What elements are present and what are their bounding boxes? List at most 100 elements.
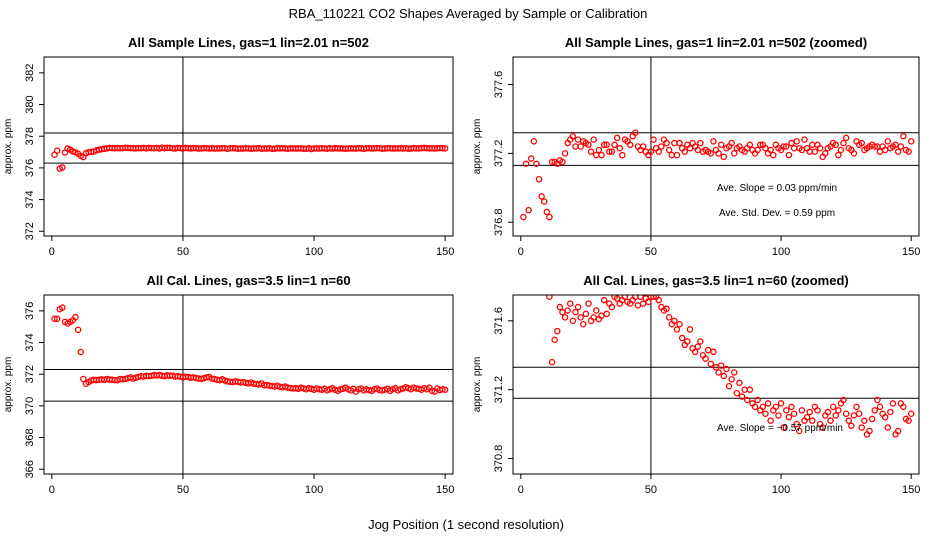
data-point (730, 150, 738, 157)
data-point (53, 147, 61, 154)
data-point (783, 407, 790, 414)
data-point (806, 408, 813, 416)
data-point (606, 148, 613, 155)
panel-title: All Cal. Lines, gas=3.5 lin=1 n=60 (zoom… (583, 273, 849, 288)
data-point (764, 400, 772, 407)
data-point (665, 146, 673, 154)
y-axis-label: approx. ppm (472, 119, 483, 175)
data-point (590, 136, 597, 143)
plot-frame (43, 294, 454, 475)
data-point (775, 412, 782, 419)
data-point (754, 396, 761, 404)
data-point (684, 338, 691, 345)
data-point (728, 139, 735, 147)
data-point (59, 164, 66, 171)
x-tick-label: 0 (518, 246, 524, 258)
data-point (608, 148, 616, 155)
data-point (803, 413, 811, 421)
data-point (686, 326, 694, 333)
data-point (905, 148, 912, 155)
data-point (796, 427, 803, 435)
data-point (530, 138, 538, 145)
data-point (751, 403, 759, 411)
data-point (835, 407, 842, 414)
data-point (678, 334, 686, 342)
data-point (871, 143, 879, 150)
data-point (650, 136, 657, 143)
data-point (621, 295, 629, 300)
series-points (546, 295, 915, 438)
panels: All Sample Lines, gas=1 lin=2.01 n=502 ap… (3, 35, 920, 496)
data-point (632, 129, 639, 136)
data-point (788, 139, 795, 147)
plot-frame (43, 56, 454, 237)
y-tick-label: 370 (24, 397, 36, 415)
data-point (51, 315, 58, 323)
data-point (663, 139, 670, 147)
data-point (520, 213, 527, 221)
data-point (574, 136, 582, 143)
data-point (645, 298, 652, 306)
data-point (816, 144, 824, 152)
data-point (585, 300, 592, 307)
data-point (600, 141, 608, 149)
data-point (676, 139, 683, 147)
data-point (671, 139, 678, 147)
data-point (835, 151, 842, 159)
data-point (767, 146, 774, 154)
data-point (759, 403, 767, 411)
data-point (598, 151, 605, 159)
data-point (603, 141, 610, 149)
data-point (746, 141, 754, 149)
x-tick-label: 50 (177, 246, 189, 258)
panel-annotation: Ave. Std. Dev. = 0.59 ppm (719, 208, 835, 219)
x-tick-label: 0 (518, 484, 524, 496)
data-point (853, 403, 860, 411)
data-point (655, 148, 662, 155)
data-point (525, 206, 532, 214)
panel-title: All Sample Lines, gas=1 lin=2.01 n=502 (128, 35, 369, 50)
data-point (441, 386, 449, 393)
data-point (762, 410, 769, 418)
data-point (736, 379, 743, 387)
data-point (543, 208, 551, 216)
data-point (814, 407, 821, 414)
data-point (741, 386, 748, 393)
data-point (647, 148, 655, 155)
data-point (730, 369, 738, 376)
data-point (53, 315, 61, 323)
x-tick-label: 50 (645, 246, 657, 258)
data-point (809, 141, 816, 149)
panel-title: All Sample Lines, gas=1 lin=2.01 n=502 (… (565, 35, 867, 50)
data-point (884, 424, 892, 431)
data-point (780, 424, 787, 431)
data-point (522, 160, 530, 167)
figure-xlabel: Jog Position (1 second resolution) (368, 517, 564, 532)
x-tick-label: 150 (902, 246, 920, 258)
y-tick-label: 372 (24, 365, 36, 383)
y-tick-label: 376 (24, 159, 36, 177)
series-points (51, 304, 449, 395)
data-point (840, 396, 847, 404)
data-point (540, 198, 548, 205)
data-point (634, 302, 642, 309)
panel-1: All Sample Lines, gas=1 lin=2.01 n=502 ap… (3, 35, 454, 258)
data-point (613, 134, 621, 142)
data-point (694, 343, 702, 350)
data-point (756, 141, 764, 149)
data-point (572, 143, 579, 150)
data-point (574, 303, 582, 311)
data-point (780, 143, 787, 150)
y-tick-label: 378 (24, 127, 36, 145)
data-point (567, 300, 574, 307)
data-point (546, 213, 553, 221)
data-point (738, 393, 746, 400)
data-point (626, 141, 634, 149)
data-point (871, 407, 879, 414)
data-point (577, 314, 584, 321)
data-point (710, 348, 717, 356)
data-point (671, 317, 678, 325)
x-tick-label: 0 (49, 484, 55, 496)
data-point (790, 410, 798, 418)
